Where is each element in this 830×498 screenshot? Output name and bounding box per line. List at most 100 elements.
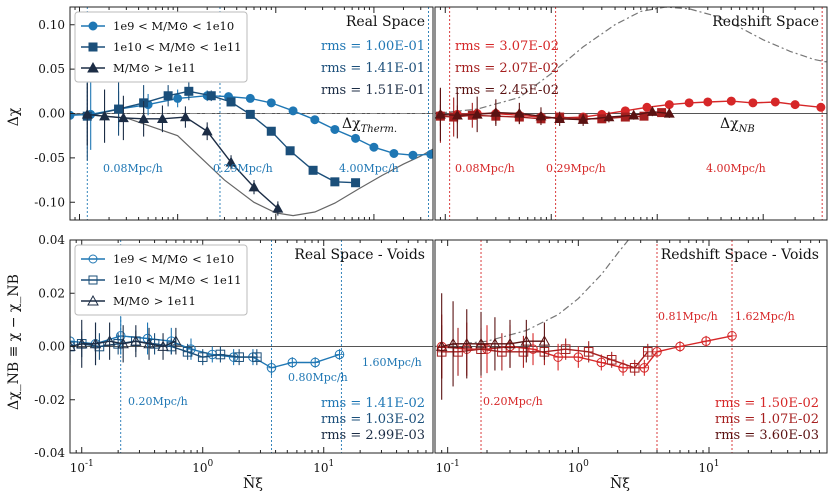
data-point (143, 337, 155, 349)
data-point (201, 125, 213, 136)
legend-box (74, 11, 248, 83)
rms-label-1: rms = 1.41E-01 (321, 61, 425, 76)
data-point (620, 112, 630, 122)
x-tick-base: 10 (313, 461, 328, 475)
curve-label-base: Δχ (342, 116, 361, 132)
data-point (89, 337, 102, 349)
rms-label-1: rms = 1.03E-02 (321, 412, 425, 427)
legend-label-1: 1e10 < M/M⊙ < 1e11 (113, 273, 241, 287)
x-tick-exp: 1 (328, 459, 334, 469)
data-point (173, 93, 183, 103)
rms-label-0: rms = 3.07E-02 (455, 39, 559, 54)
data-point (435, 340, 448, 351)
rms-label-1: rms = 2.07E-02 (455, 61, 559, 76)
data-point (310, 115, 320, 125)
x-tick-label: 10-1 (436, 459, 460, 475)
data-point (157, 340, 169, 351)
x-axis-label-right: N̄ξ̄ (610, 474, 630, 492)
legend-marker-2 (87, 61, 99, 73)
panel-title: Real Space (346, 14, 425, 30)
x-tick-exp: -1 (451, 459, 460, 469)
rms-label-0: rms = 1.00E-01 (321, 39, 425, 54)
vline-label-2: 1.60Mpc/h (362, 356, 422, 369)
y-tick-label: 0.04 (38, 233, 65, 247)
x-tick-base: 10 (568, 461, 583, 475)
data-point (703, 97, 713, 107)
data-point (726, 96, 736, 106)
y-axis-label-bottom: Δχ_NB ≡ χ − χ_NB (6, 274, 22, 410)
data-point (225, 156, 237, 167)
data-point (226, 97, 236, 107)
data-point (163, 91, 173, 101)
vline-label-1: 0.29Mpc/h (213, 162, 273, 175)
y-tick-label: -0.10 (34, 195, 65, 209)
data-point (266, 126, 276, 136)
vline-label-1: 0.29Mpc/h (546, 162, 606, 175)
data-point (790, 100, 800, 110)
plot-area (435, 7, 827, 220)
data-point (471, 108, 483, 119)
x-tick-base: 10 (698, 461, 713, 475)
data-point (156, 113, 168, 124)
data-point (351, 133, 361, 143)
curve-label-sub: NB (738, 124, 755, 135)
data-point (639, 111, 649, 121)
legend-marker-1 (88, 275, 98, 285)
data-point (490, 106, 502, 117)
data-point (266, 98, 276, 108)
data-point (554, 113, 566, 124)
data-point (330, 177, 340, 187)
curve-label-sub: Therm. (361, 124, 397, 135)
data-point (664, 100, 674, 110)
plot-area (435, 240, 827, 453)
panel-p1: 0.10 0.05 0.00 -0.05 -0.10 Real Space rms = 1.… (34, 6, 434, 221)
data-point (206, 91, 216, 101)
x-tick-label: 101 (698, 459, 719, 475)
y-tick-label: 0.02 (38, 286, 65, 300)
data-point (248, 181, 260, 192)
x-tick-exp: 1 (714, 459, 720, 469)
data-point (770, 97, 780, 107)
legend-box (74, 244, 248, 316)
data-point (597, 114, 607, 124)
panel-title: Redshift Space (712, 14, 819, 30)
x-tick-exp: 0 (583, 459, 589, 469)
data-point (99, 110, 111, 121)
y-tick-label: -0.05 (34, 151, 65, 165)
y-tick-label: -0.04 (34, 446, 65, 460)
reference-curve (435, 240, 630, 348)
data-point (184, 86, 194, 96)
data-point (408, 150, 418, 160)
data-point (504, 337, 516, 349)
rms-label-2: rms = 2.45E-02 (455, 83, 559, 98)
rms-label-0: rms = 1.50E-02 (715, 396, 819, 411)
data-point (520, 335, 533, 346)
vline-label-2: 1.62Mpc/h (735, 310, 795, 323)
y-tick-label: 0.00 (38, 340, 65, 354)
rms-label-2: rms = 1.51E-01 (321, 83, 425, 98)
data-point (245, 109, 255, 119)
data-point (117, 112, 129, 123)
data-point (435, 108, 446, 119)
data-point (179, 111, 191, 122)
legend-marker-0 (88, 21, 98, 31)
y-tick-label: 0.10 (38, 18, 65, 32)
data-point (308, 165, 318, 175)
data-point (117, 337, 129, 349)
vline-label-1: 0.81Mpc/h (658, 310, 718, 323)
plot-area (70, 240, 433, 453)
curve-label: ΔχTherm. (342, 116, 397, 135)
curve-label-base: Δχ (720, 116, 739, 132)
x-tick-exp: -1 (85, 459, 94, 469)
data-point (351, 178, 361, 188)
data-point (426, 149, 433, 159)
series-line-2 (87, 113, 279, 210)
legend-label-2: M/M⊙ > 1e11 (113, 61, 196, 75)
x-tick-exp: 0 (207, 459, 213, 469)
curve-label: ΔχNB (720, 116, 755, 135)
panel-title: Redshift Space - Voids (661, 247, 819, 263)
vline-label-0: 0.20Mpc/h (483, 395, 543, 408)
data-point (603, 111, 615, 122)
